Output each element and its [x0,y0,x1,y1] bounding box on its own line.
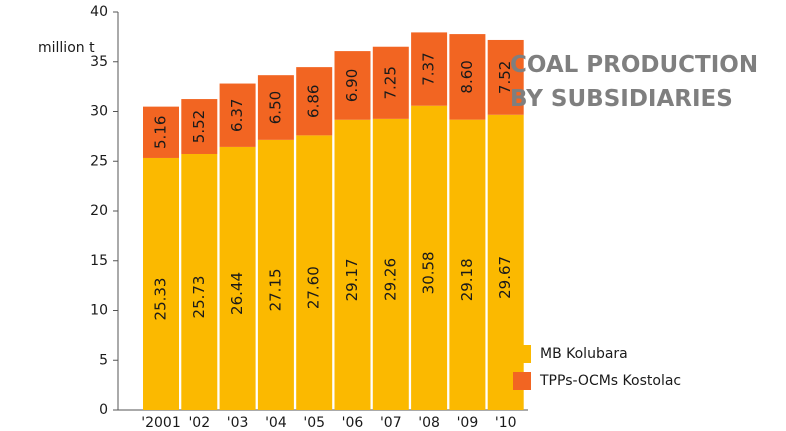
x-tick-label: '05 [303,415,325,431]
data-label: 25.73 [190,276,208,319]
bar-segment [296,135,333,410]
data-label: 27.15 [266,268,284,311]
data-label: 26.44 [228,272,246,315]
bar-segment [257,139,294,411]
legend-swatch [513,372,531,390]
bar-segment [334,119,371,411]
data-label: 6.50 [266,91,284,124]
legend-label: TPPs-OCMs Kostolac [539,373,681,389]
y-axis-label: million t [38,40,95,56]
x-tick-label: '2001 [141,415,180,431]
data-label: 5.52 [190,110,208,143]
x-tick-label: '07 [380,415,402,431]
data-label: 6.90 [343,69,361,102]
x-tick-label: '10 [495,415,517,431]
bar-segment [449,119,486,410]
y-tick-label: 10 [90,303,108,319]
bar-segment [181,99,218,154]
data-label: 25.33 [152,278,170,321]
data-label: 27.60 [305,266,323,309]
data-label: 29.26 [381,258,399,301]
bar-segment [219,146,256,410]
data-label: 6.37 [228,99,246,132]
data-label: 5.16 [152,116,170,149]
bar-segment [296,67,333,136]
y-tick-label: 40 [90,4,108,20]
data-label: 29.67 [496,256,514,299]
data-label: 29.17 [343,258,361,301]
bar-segment [257,75,294,140]
bar-segment [143,106,179,158]
y-tick-label: 15 [90,253,108,269]
y-tick-label: 35 [90,54,108,70]
data-label: 6.86 [305,85,323,118]
bar-segment [372,118,409,410]
x-tick-label: '06 [342,415,364,431]
y-tick-label: 20 [90,203,108,219]
x-tick-label: '02 [188,415,210,431]
y-tick-label: 25 [90,153,108,169]
bar-segment [143,157,179,410]
bar-segment [181,153,218,410]
bar-segment [487,39,524,115]
data-label: 7.52 [496,61,514,94]
y-tick-label: 0 [99,402,108,418]
bar-segment [334,51,371,120]
data-label: 7.37 [420,52,438,85]
x-tick-label: '04 [265,415,287,431]
legend-label: MB Kolubara [540,346,628,362]
x-tick-label: '08 [418,415,440,431]
chart-title: COAL PRODUCTION BY SUBSIDIARIES [510,52,759,112]
bar-segment [219,83,256,147]
x-tick-label: '09 [457,415,479,431]
y-tick-label: 5 [99,352,108,368]
data-label: 29.18 [458,258,476,301]
y-tick-label: 30 [90,104,108,120]
bar-segment [411,32,448,106]
bar-segment [372,46,409,119]
data-label: 8.60 [458,60,476,93]
x-tick-label: '03 [227,415,249,431]
bar-segment [411,105,448,410]
bar-segment [449,34,486,120]
data-label: 7.25 [381,66,399,99]
legend-swatch [513,345,531,363]
data-label: 30.58 [420,251,438,294]
